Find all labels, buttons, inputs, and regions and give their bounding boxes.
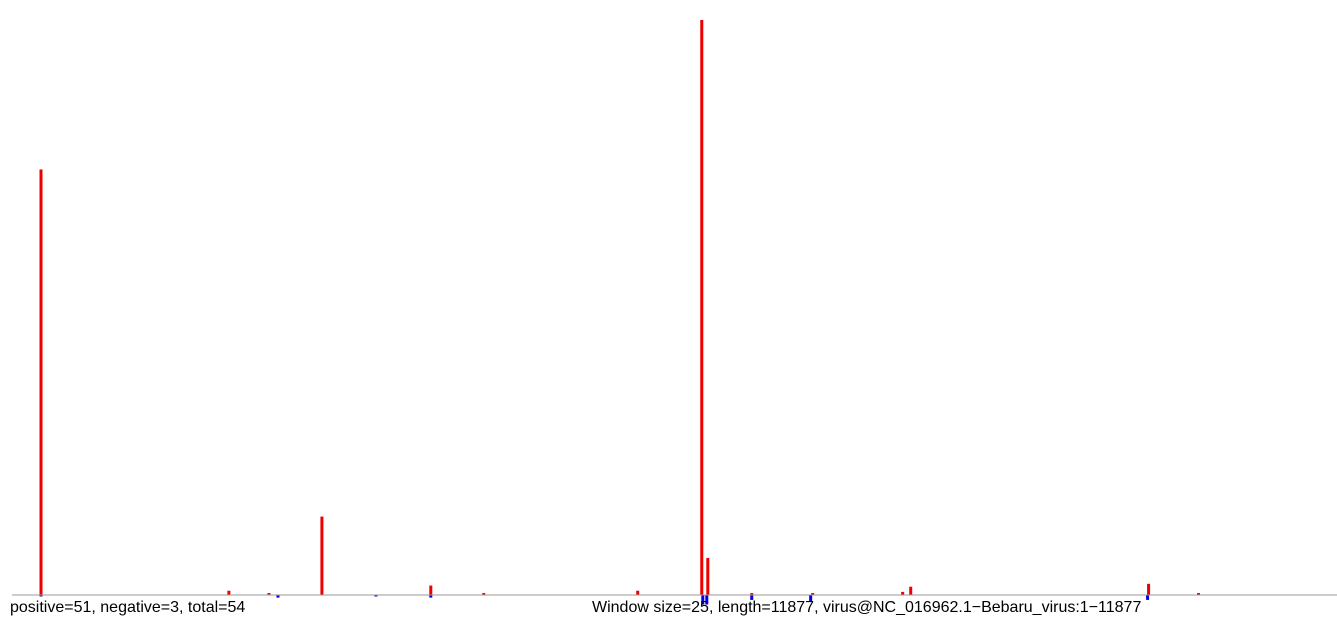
info-label: Window size=25, length=11877, virus@NC_0… bbox=[592, 599, 1141, 616]
bar bbox=[809, 594, 813, 602]
bar bbox=[39, 169, 43, 595]
bar bbox=[374, 594, 378, 597]
bar bbox=[482, 593, 486, 595]
bar bbox=[1147, 583, 1151, 595]
bar bbox=[706, 557, 710, 595]
bar bbox=[429, 585, 433, 595]
bar bbox=[901, 591, 905, 595]
bar bbox=[429, 594, 433, 598]
bar bbox=[1146, 594, 1150, 600]
bar bbox=[705, 594, 709, 605]
bar bbox=[39, 594, 43, 597]
bar bbox=[750, 593, 754, 595]
bar bbox=[700, 20, 704, 595]
bar bbox=[1197, 593, 1201, 595]
bar bbox=[636, 590, 640, 595]
summary-label: positive=51, negative=3, total=54 bbox=[10, 599, 245, 616]
bar bbox=[701, 594, 705, 605]
bar bbox=[227, 590, 231, 595]
bar bbox=[320, 516, 324, 595]
bar bbox=[750, 594, 754, 600]
bar bbox=[811, 593, 815, 595]
bar bbox=[909, 586, 913, 595]
bar bbox=[276, 594, 280, 598]
bar bbox=[267, 593, 271, 595]
